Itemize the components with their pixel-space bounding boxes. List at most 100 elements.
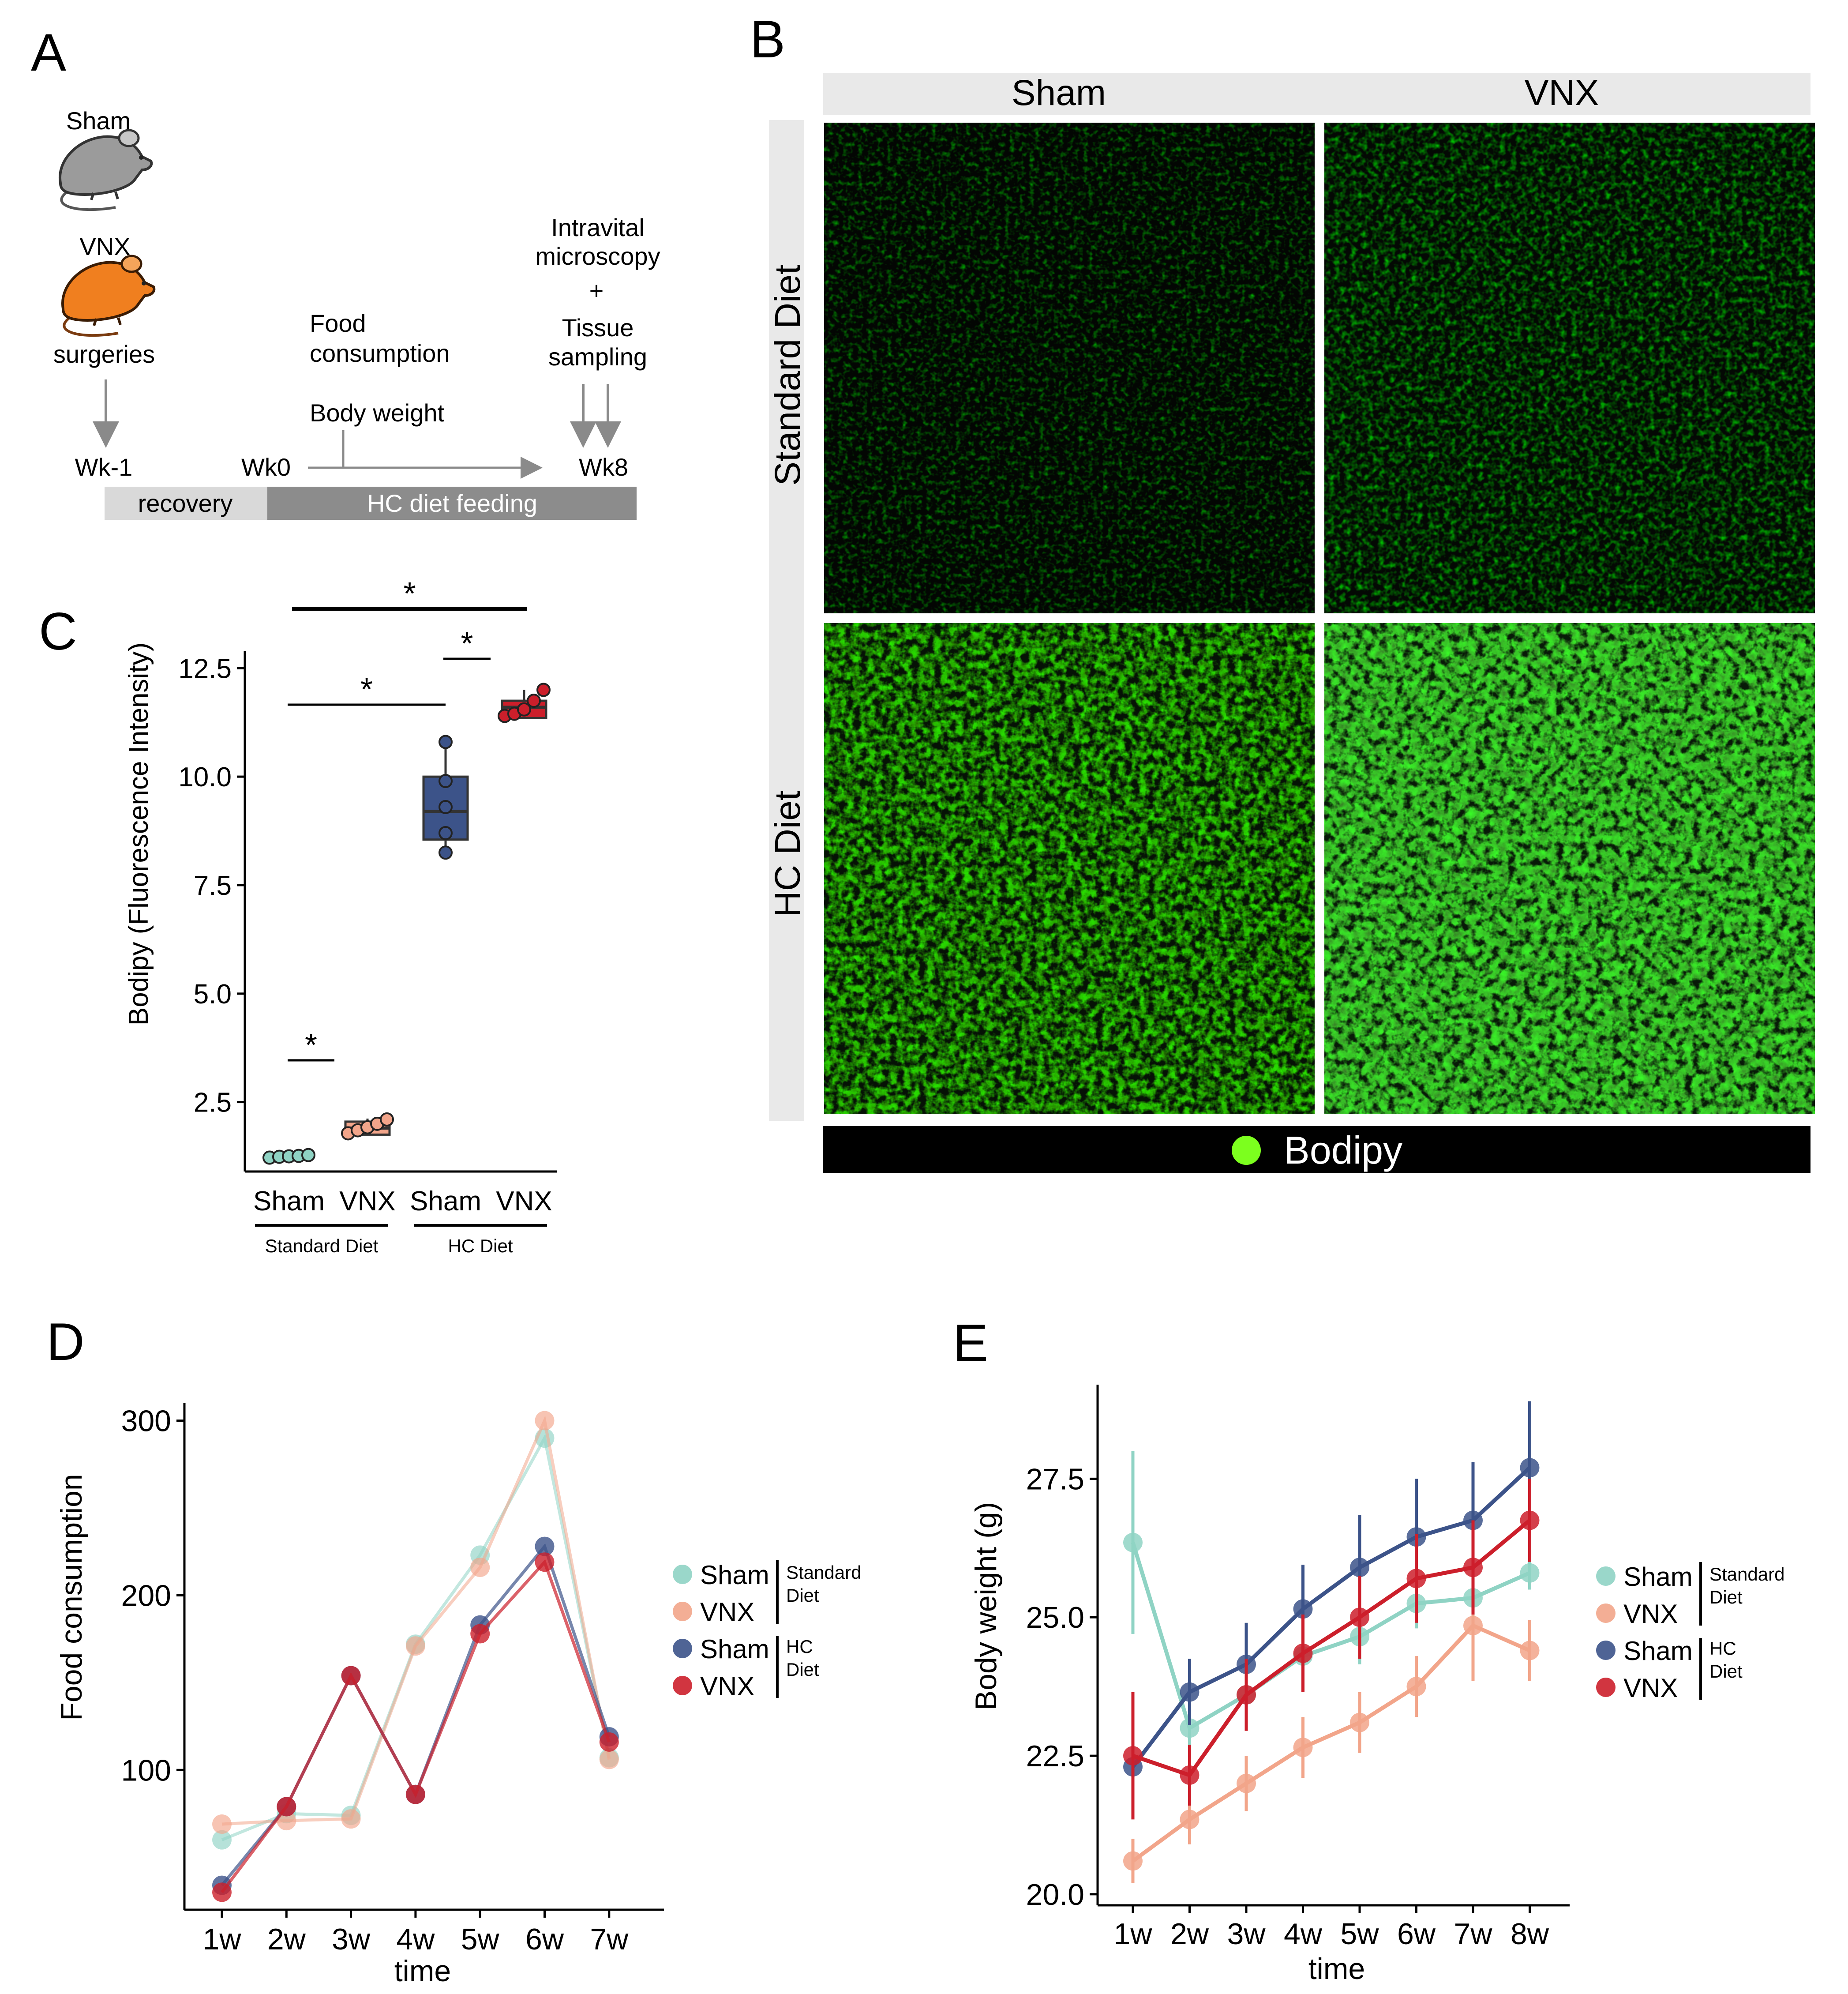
panel-e-point bbox=[1520, 1563, 1540, 1583]
e-legend-group-hc: HC bbox=[1709, 1638, 1736, 1659]
food-label-2: consumption bbox=[310, 339, 450, 367]
panel-e-point bbox=[1293, 1738, 1313, 1757]
row-header-strip bbox=[769, 120, 804, 1121]
panel-e-point bbox=[1350, 1558, 1369, 1577]
e-legend-label: Sham bbox=[1623, 1636, 1693, 1666]
d-legend-label: Sham bbox=[700, 1560, 769, 1590]
d-legend-swatch bbox=[673, 1565, 692, 1584]
panel-e-point bbox=[1520, 1510, 1540, 1530]
recovery-label: recovery bbox=[138, 489, 233, 517]
panel-d-point bbox=[599, 1750, 619, 1769]
micrograph-standard-sham bbox=[824, 123, 1315, 613]
intravital-label-2: microscopy bbox=[535, 242, 660, 270]
panel-d-point bbox=[277, 1811, 296, 1831]
panel-e-y-tick-label: 22.5 bbox=[1026, 1739, 1084, 1773]
panel-d-y-tick-label: 100 bbox=[121, 1754, 171, 1787]
panel-e-y-tick-label: 20.0 bbox=[1026, 1878, 1084, 1911]
panel-d-point bbox=[405, 1636, 425, 1656]
panel-d-point bbox=[535, 1411, 555, 1431]
column-header-strip bbox=[823, 73, 1811, 115]
e-legend-group-standard: Standard bbox=[1709, 1564, 1784, 1585]
box-point bbox=[439, 735, 453, 749]
panel-d-series-line-vnx-hc bbox=[221, 1559, 611, 1893]
panel-c-y-tick-label: 10.0 bbox=[178, 762, 232, 792]
panel-b: B Sham VNX Standard Diet HC Diet Bodipy bbox=[750, 10, 1815, 1173]
micrograph-standard-vnx bbox=[1324, 123, 1815, 613]
d-legend-group-standard-2: Diet bbox=[786, 1585, 819, 1606]
panel-d-y-tick-label: 300 bbox=[121, 1404, 171, 1438]
recovery-bar bbox=[105, 487, 267, 520]
panel-e-point bbox=[1293, 1643, 1313, 1663]
e-legend-swatch bbox=[1596, 1566, 1616, 1586]
panel-c-ylabel: Bodipy (Fluorescence Intensity) bbox=[124, 642, 154, 1025]
plus-label: + bbox=[589, 277, 604, 304]
panel-e-point bbox=[1520, 1641, 1540, 1660]
significance-star: * bbox=[305, 1028, 317, 1063]
panel-e-point bbox=[1237, 1685, 1256, 1705]
d-legend-group-standard: Standard bbox=[786, 1562, 861, 1583]
panel-e-point bbox=[1180, 1718, 1200, 1738]
panel-d-point bbox=[535, 1552, 555, 1572]
panel-d-xlabel: time bbox=[394, 1954, 451, 1988]
panel-a: A Sham VNX surgeries Food consumption Bo… bbox=[31, 23, 660, 520]
panel-label-a: A bbox=[31, 23, 66, 82]
panel-e-point bbox=[1123, 1532, 1143, 1552]
panel-d-x-tick-label: 6w bbox=[525, 1923, 564, 1956]
tissue-label-1: Tissue bbox=[562, 314, 634, 342]
box-point bbox=[517, 702, 531, 717]
wk8-label: Wk8 bbox=[579, 453, 628, 481]
panel-d-x-tick-label: 3w bbox=[332, 1923, 371, 1956]
d-legend-swatch bbox=[673, 1602, 692, 1621]
panel-c-y-tick-label: 5.0 bbox=[194, 979, 232, 1010]
column-header-sham: Sham bbox=[1012, 73, 1106, 113]
panel-d-x-tick-label: 1w bbox=[203, 1923, 242, 1956]
panel-c-y-tick-label: 2.5 bbox=[194, 1088, 232, 1118]
gray-mouse-icon bbox=[58, 129, 153, 211]
panel-d: D Food consumption time 100 200 300 1w 2w 3w 4… bbox=[46, 1312, 861, 1988]
panel-e-y-tick-label: 25.0 bbox=[1026, 1601, 1084, 1634]
significance-star: * bbox=[461, 626, 473, 661]
panel-d-point bbox=[599, 1732, 619, 1752]
panel-d-point bbox=[212, 1814, 232, 1834]
surgeries-label: surgeries bbox=[53, 340, 155, 368]
panel-e-x-tick-label: 6w bbox=[1397, 1917, 1436, 1951]
micrograph-hc-vnx bbox=[1324, 623, 1815, 1114]
food-label-1: Food bbox=[310, 309, 366, 337]
vnx-label: VNX bbox=[79, 233, 130, 260]
panel-d-point bbox=[405, 1784, 425, 1804]
intravital-label-1: Intravital bbox=[551, 214, 645, 241]
panel-e-point bbox=[1520, 1458, 1540, 1478]
panel-e-x-tick-label: 3w bbox=[1227, 1917, 1266, 1951]
panel-e-ylabel: Body weight (g) bbox=[969, 1502, 1003, 1710]
panel-d-point bbox=[212, 1882, 232, 1902]
box-point bbox=[439, 774, 453, 788]
panel-e-point bbox=[1463, 1558, 1483, 1577]
panel-c-x-tick-label: Sham bbox=[410, 1186, 481, 1217]
box-point bbox=[536, 683, 551, 697]
panel-e-point bbox=[1123, 1746, 1143, 1766]
hc-feeding-label: HC diet feeding bbox=[367, 489, 537, 517]
panel-e-point bbox=[1180, 1682, 1200, 1702]
group-label-hc: HC Diet bbox=[448, 1235, 513, 1256]
panel-e-point bbox=[1237, 1773, 1256, 1793]
panel-e-x-tick-label: 2w bbox=[1170, 1917, 1209, 1951]
panel-d-x-tick-label: 2w bbox=[267, 1923, 306, 1956]
panel-d-point bbox=[470, 1558, 490, 1577]
panel-d-x-tick-label: 7w bbox=[590, 1923, 629, 1956]
e-legend-label: VNX bbox=[1623, 1599, 1678, 1629]
panel-e-xlabel: time bbox=[1308, 1952, 1365, 1986]
d-legend-label: Sham bbox=[700, 1634, 769, 1664]
bodipy-legend-label: Bodipy bbox=[1284, 1128, 1402, 1172]
panel-c-x-tick-label: VNX bbox=[339, 1186, 395, 1217]
e-legend-group-standard-2: Diet bbox=[1709, 1587, 1743, 1607]
significance-star: * bbox=[360, 672, 373, 707]
wk0-label: Wk0 bbox=[241, 453, 291, 481]
panel-e-point bbox=[1350, 1607, 1369, 1627]
d-legend-swatch bbox=[673, 1676, 692, 1695]
panel-e-y-tick-label: 27.5 bbox=[1026, 1462, 1084, 1496]
row-header-standard: Standard Diet bbox=[768, 264, 808, 486]
column-header-vnx: VNX bbox=[1525, 73, 1599, 113]
box-point bbox=[301, 1148, 315, 1162]
